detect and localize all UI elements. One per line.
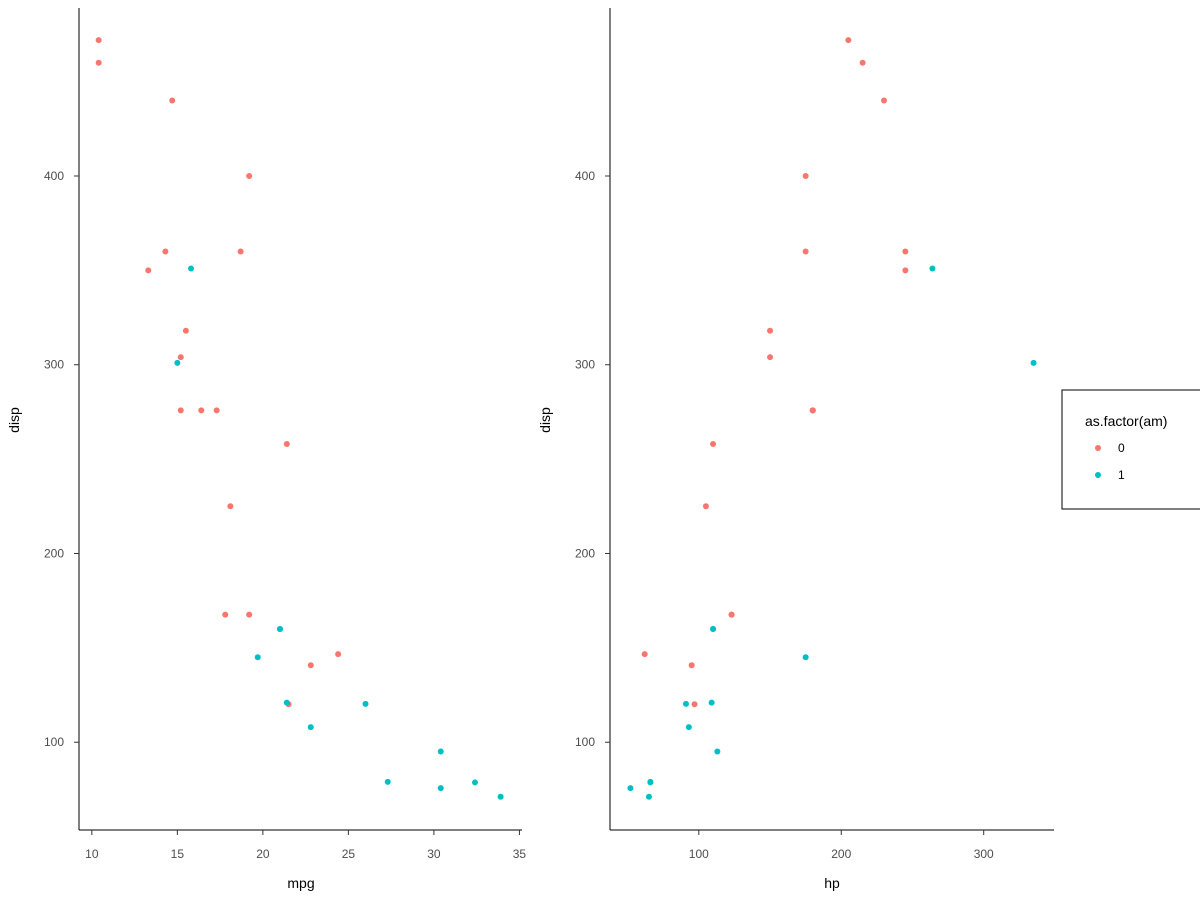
data-point-am-0	[688, 662, 695, 669]
data-point-am-0	[169, 97, 176, 104]
x-tick-label: 20	[256, 847, 270, 861]
legend-label-1: 1	[1118, 468, 1125, 482]
data-point-am-0	[246, 611, 253, 618]
data-point-am-0	[710, 441, 717, 448]
data-point-am-0	[213, 407, 220, 414]
data-point-am-0	[728, 611, 735, 618]
data-point-am-0	[802, 172, 809, 179]
y-tick-label: 100	[44, 735, 64, 749]
axis-ticks: 10 15 20 25 30 35 100 200 300 400	[44, 169, 526, 861]
data-point-am-0	[283, 441, 290, 448]
data-point-am-0	[222, 611, 229, 618]
data-point-am-1	[682, 700, 689, 707]
x-tick-label: 25	[342, 847, 356, 861]
data-point-am-1	[685, 724, 692, 731]
data-point-am-0	[902, 267, 909, 274]
data-point-am-0	[145, 267, 152, 274]
legend-title: as.factor(am)	[1085, 413, 1167, 429]
data-point-am-1	[384, 778, 391, 785]
data-point-am-1	[714, 748, 721, 755]
data-point-am-1	[647, 778, 654, 785]
data-point-am-0	[307, 662, 314, 669]
data-point-am-0	[702, 503, 709, 510]
x-tick-label: 100	[689, 847, 709, 861]
data-point-am-1	[437, 748, 444, 755]
data-point-am-0	[95, 59, 102, 66]
legend: as.factor(am) 0 1	[1061, 389, 1200, 510]
x-tick-label: 30	[427, 847, 441, 861]
data-point-am-0	[177, 407, 184, 414]
x-tick-label: 200	[831, 847, 851, 861]
y-tick-label: 300	[44, 358, 64, 372]
data-point-am-1	[254, 654, 261, 661]
legend-key-1	[1095, 472, 1101, 478]
data-point-am-0	[767, 354, 774, 361]
data-point-am-1	[497, 793, 504, 800]
data-point-am-1	[645, 793, 652, 800]
x-tick-label: 300	[974, 847, 994, 861]
data-point-am-1	[929, 265, 936, 272]
data-point-am-1	[708, 699, 715, 706]
x-axis-title: hp	[824, 875, 840, 891]
data-point-am-1	[1030, 359, 1037, 366]
data-point-am-1	[307, 724, 314, 731]
x-tick-label: 15	[171, 847, 185, 861]
data-point-am-1	[802, 654, 809, 661]
x-axis-title: mpg	[287, 875, 314, 891]
data-point-am-1	[283, 699, 290, 706]
y-tick-label: 400	[44, 169, 64, 183]
y-tick-label: 200	[575, 546, 595, 560]
data-point-am-0	[162, 248, 169, 255]
legend-item: 0	[1095, 441, 1125, 455]
data-point-am-1	[710, 625, 717, 632]
legend-label-0: 0	[1118, 441, 1125, 455]
data-point-am-0	[691, 701, 698, 708]
data-point-am-0	[246, 172, 253, 179]
data-point-am-1	[188, 265, 195, 272]
x-tick-label: 10	[85, 847, 99, 861]
panel-hp-disp: 100 200 300 100 200 300 400 hp disp	[537, 8, 1054, 891]
data-point-am-0	[902, 248, 909, 255]
data-point-am-0	[198, 407, 205, 414]
data-point-am-0	[767, 327, 774, 334]
data-point-am-0	[880, 97, 887, 104]
data-point-am-1	[627, 785, 634, 792]
y-tick-label: 100	[575, 735, 595, 749]
data-points	[95, 37, 504, 800]
data-point-am-1	[471, 779, 478, 786]
data-point-am-0	[809, 407, 816, 414]
data-point-am-0	[182, 327, 189, 334]
axis-ticks: 100 200 300 100 200 300 400	[575, 169, 994, 861]
y-axis-title: disp	[6, 407, 22, 433]
data-point-am-0	[227, 503, 234, 510]
data-point-am-0	[95, 37, 102, 44]
data-point-am-1	[362, 700, 369, 707]
y-tick-label: 300	[575, 358, 595, 372]
y-axis-title: disp	[537, 407, 553, 433]
data-point-am-1	[174, 359, 181, 366]
data-points	[627, 37, 1037, 800]
x-tick-label: 35	[513, 847, 527, 861]
legend-key-0	[1095, 445, 1101, 451]
y-tick-label: 400	[575, 169, 595, 183]
y-tick-label: 200	[44, 546, 64, 560]
data-point-am-0	[335, 651, 342, 658]
data-point-am-0	[845, 37, 852, 44]
data-point-am-1	[276, 625, 283, 632]
data-point-am-0	[859, 59, 866, 66]
data-point-am-0	[802, 248, 809, 255]
data-point-am-0	[177, 354, 184, 361]
legend-item: 1	[1095, 468, 1125, 482]
legend-box	[1061, 389, 1200, 510]
panel-mpg-disp: 10 15 20 25 30 35 100 200 300 400 mpg disp	[6, 8, 526, 891]
data-point-am-1	[437, 785, 444, 792]
data-point-am-0	[237, 248, 244, 255]
data-point-am-0	[641, 651, 648, 658]
